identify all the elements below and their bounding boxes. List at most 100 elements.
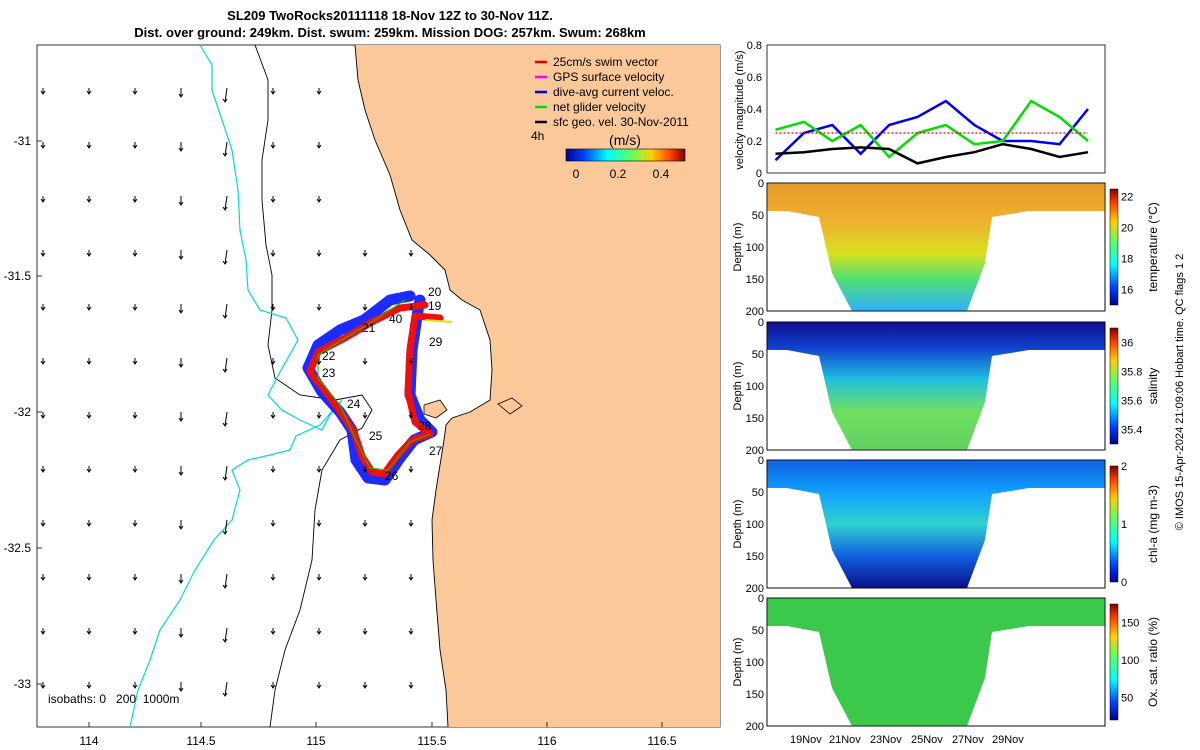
velocity-arrow-head [132,252,138,257]
velocity-arrow-head [270,90,276,95]
velocity-ytick: 0.6 [747,72,762,84]
velocity-arrow-head [178,633,184,638]
velocity-arrow-head [132,522,138,527]
depth-tick: 100 [746,242,764,254]
velocity-arrow-head [222,368,228,373]
velocity-ytick: 0.8 [747,40,762,52]
day-label: 24 [347,397,361,411]
depth-axis-label: Depth (m) [732,638,744,687]
velocity-arrow-head [316,684,322,689]
velocity-arrow-head [362,252,368,257]
velocity-arrow-head [86,90,92,95]
depth-tick: 150 [746,274,764,286]
velocity-arrow-head [86,576,92,581]
velocity-arrow-head [362,522,368,527]
velocity-arrow-head [40,630,46,635]
depth-tick: 150 [746,413,764,425]
depth-axis-label: Depth (m) [732,500,744,549]
velocity-arrow-head [222,206,228,211]
velocity-arrow-head [86,522,92,527]
day-label: 25 [369,429,383,443]
depth-tick: 50 [752,349,764,361]
velocity-arrow-head [270,630,276,635]
lat-tick: -32 [14,405,32,419]
colorbar-tick: 1 [1121,519,1127,531]
velocity-ytick: 0 [756,168,762,180]
velocity-arrow-head [316,468,322,473]
depth-tick: 200 [746,583,764,595]
velocity-arrow [224,519,228,535]
depth-tick: 100 [746,381,764,393]
velocity-arrow-head [132,90,138,95]
legend-label: dive-avg current veloc. [553,85,674,99]
colorbar-tick: 20 [1121,223,1133,235]
island-2 [497,397,523,415]
velocity-arrow-head [86,468,92,473]
track-end-marker [424,319,453,323]
velocity-arrow-head [316,306,322,311]
velocity-arrow-head [178,471,184,476]
velocity-arrow-head [316,252,322,257]
velocity-arrow-head [86,198,92,203]
velocity-arrow-head [40,684,46,689]
colorbar-label: temperature (°C) [1146,202,1160,292]
velocity-arrow-head [86,306,92,311]
velocity-arrow-head [86,630,92,635]
section-panel: 0 50 100 150 200 Depth (m) 35.4 35.6 35.8 36 salin… [732,317,1160,457]
velocity-ytick: 0.2 [747,136,762,148]
velocity-arrow-head [362,414,368,419]
date-tick: 27Nov [952,734,984,746]
velocity-ytick: 0.4 [747,104,762,116]
velocity-arrow-head [316,360,322,365]
velocity-arrow-head [132,468,138,473]
section-panel: 0 50 100 150 200 Depth (m) 16 18 20 22 temperature… [732,178,1160,318]
velocity-arrow-head [270,576,276,581]
depth-axis-label: Depth (m) [732,223,744,272]
velocity-arrow-head [40,414,46,419]
velocity-arrow-head [270,522,276,527]
colorbar-tick: 35.4 [1121,425,1142,437]
section-panel: 0 50 100 150 200 Depth (m) 0 1 2 chl-a (mg m-3) [732,455,1160,595]
legend-label: GPS surface velocity [553,70,664,84]
longitude-ticks: 114 114.5 115 115.5 116 116.5 [79,722,677,748]
colorbar-label: chl-a (mg m-3) [1146,485,1160,563]
colorbar-tick: 0.4 [653,167,670,181]
lat-tick: -33 [14,677,32,691]
velocity-series-line [775,99,1089,159]
lat-tick: -31.5 [4,269,32,283]
legend-label: 25cm/s swim vector [553,55,658,69]
velocity-arrow-head [316,576,322,581]
colorbar-tick: 150 [1121,618,1139,630]
panel-colorbar [1109,603,1119,721]
section-panel: 0 50 100 150 200 Depth (m) 50 100 150 Ox. sat. ra… [732,593,1160,733]
velocity-arrow-head [222,314,228,319]
colorbar-label: salinity [1146,368,1160,405]
colorbar-tick: 100 [1121,655,1139,667]
velocity-arrow-head [222,584,228,589]
colorbar-label: Ox. sat. ratio (%) [1146,617,1160,707]
date-tick: 29Nov [992,734,1024,746]
velocity-arrow-head [86,414,92,419]
colorbar-tick: 36 [1121,338,1133,350]
velocity-arrow-head [178,363,184,368]
velocity-series [774,99,1089,165]
depth-axis-label: Depth (m) [732,362,744,411]
panel-section-fill [767,183,1105,311]
velocity-arrow-head [132,576,138,581]
velocity-arrow-head [270,306,276,311]
velocity-arrow-head [316,522,322,527]
velocity-arrow-head [178,255,184,260]
depth-tick: 150 [746,689,764,701]
velocity-arrow-head [40,468,46,473]
velocity-arrow-head [178,525,184,530]
depth-tick: 200 [746,721,764,733]
velocity-arrow-head [362,360,368,365]
velocity-arrow-head [362,306,368,311]
velocity-arrow-head [270,198,276,203]
velocity-arrow-head [408,252,414,257]
panel-border [766,182,1106,312]
velocity-arrow-head [408,684,414,689]
depth-tick: 200 [746,306,764,318]
